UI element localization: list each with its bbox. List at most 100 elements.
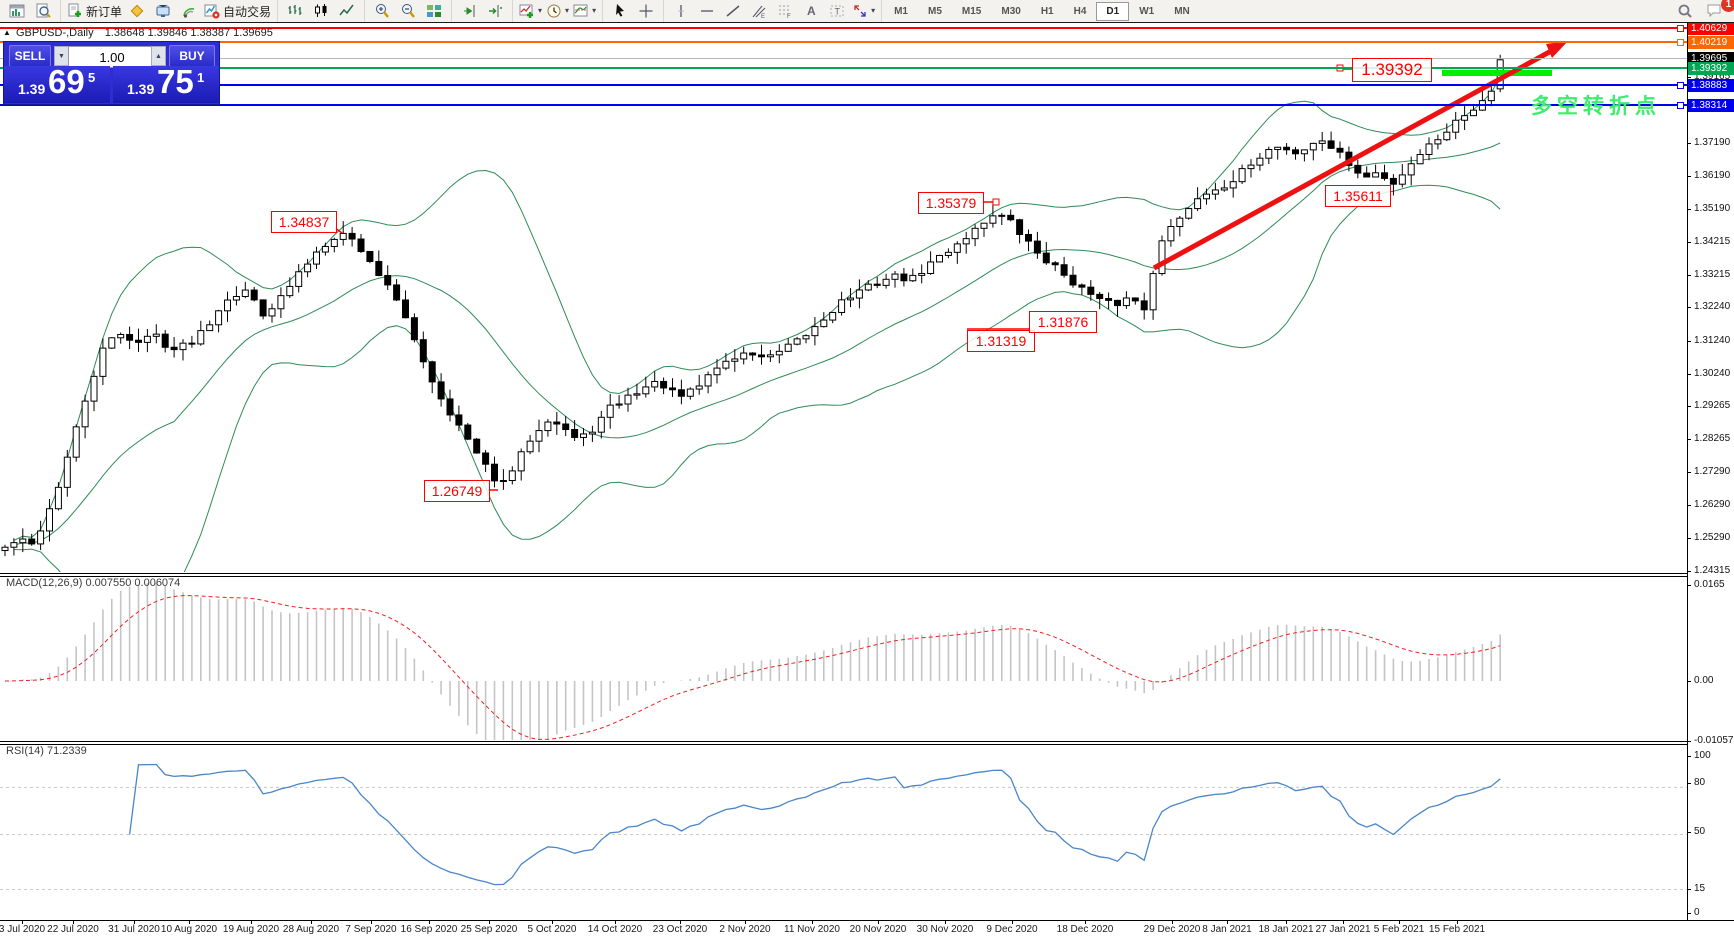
rsi-tick-label: 0: [1694, 907, 1700, 918]
date-tick: [1457, 921, 1458, 924]
signals-icon[interactable]: [176, 1, 202, 21]
templates-icon[interactable]: ▾: [571, 1, 598, 21]
date-tick: [680, 921, 681, 924]
volume-increase-button[interactable]: ▲: [151, 46, 166, 66]
price-annotation-1.35379[interactable]: 1.35379: [918, 192, 984, 214]
chart-plot[interactable]: [0, 23, 1734, 936]
time-axis[interactable]: 3 Jul 2020 22 Jul 2020 31 Jul 2020 10 Aug 2…: [0, 921, 1734, 936]
sell-button[interactable]: SELL: [9, 45, 51, 67]
chart-shift-icon[interactable]: [482, 1, 508, 21]
date-label: 15 Feb 2021: [1428, 924, 1486, 935]
line-chart-type-icon[interactable]: [334, 1, 360, 21]
price-line-1.39695[interactable]: [0, 58, 1687, 59]
chart-ohlc-values: 1.38648 1.39846 1.38387 1.39695: [104, 27, 273, 39]
price-tick-label: 1.33215: [1694, 269, 1731, 280]
price-line-1.40629[interactable]: [0, 27, 1687, 29]
search-icon[interactable]: [1672, 1, 1698, 21]
timeframe-h1[interactable]: H1: [1040, 5, 1054, 17]
zoom-out-icon[interactable]: [395, 1, 421, 21]
timeframe-h4[interactable]: H4: [1073, 5, 1087, 17]
sell-price-display[interactable]: 1.39 69 5: [4, 63, 110, 103]
metaquotes-icon[interactable]: [124, 1, 150, 21]
chart-window-icon[interactable]: [4, 1, 30, 21]
buy-price-display[interactable]: 1.39 75 1: [113, 63, 219, 103]
axis-tick: [1687, 889, 1691, 890]
collapse-panel-icon[interactable]: ▲: [3, 28, 11, 37]
tile-windows-icon[interactable]: [421, 1, 447, 21]
date-tick: [311, 921, 312, 924]
price-annotation-1.31319[interactable]: 1.31319: [967, 330, 1035, 352]
rsi-separator[interactable]: [0, 741, 1687, 742]
price-annotation-1.26749[interactable]: 1.26749: [424, 480, 490, 502]
buy-price-sup: 1: [197, 70, 205, 85]
line-anchor-square[interactable]: [1677, 82, 1684, 89]
autotrading-button[interactable]: 自动交易: [202, 1, 273, 21]
notifications-icon[interactable]: 1: [1702, 0, 1734, 21]
trendline-icon[interactable]: [720, 1, 746, 21]
line-anchor-square[interactable]: [1677, 25, 1684, 32]
price-annotation-1.34837[interactable]: 1.34837: [271, 211, 337, 233]
annotation-anchor-square: [992, 198, 1000, 206]
date-label: 18 Jan 2021: [1258, 924, 1314, 935]
line-anchor-square[interactable]: [1677, 102, 1684, 109]
price-line-1.40219[interactable]: [0, 41, 1687, 43]
timeframe-w1[interactable]: W1: [1139, 5, 1155, 17]
price-tick-label: 1.36190: [1694, 170, 1731, 181]
axis-tick: [1687, 77, 1691, 78]
timeframe-m15[interactable]: M15: [961, 5, 982, 17]
date-tick: [945, 921, 946, 924]
auto-scroll-icon[interactable]: [456, 1, 482, 21]
timeframe-m30[interactable]: M30: [1001, 5, 1021, 17]
macd-separator[interactable]: [0, 573, 1687, 574]
crosshair-icon[interactable]: [633, 1, 659, 21]
text-icon[interactable]: A: [798, 1, 824, 21]
arrows-icon[interactable]: ▾: [850, 1, 877, 21]
price-line-1.39392[interactable]: [0, 67, 1687, 69]
line-anchor-square[interactable]: [1677, 39, 1684, 46]
trend-arrow-line[interactable]: [1152, 47, 1555, 271]
new-order-button[interactable]: 新订单: [65, 1, 124, 21]
date-tick: [429, 921, 430, 924]
date-label: 11 Nov 2020: [784, 924, 840, 935]
price-annotation-1.35611[interactable]: 1.35611: [1325, 185, 1391, 207]
rsi-tick-label: 100: [1694, 750, 1711, 761]
data-window-icon[interactable]: [30, 1, 56, 21]
timeframe-m5[interactable]: M5: [928, 5, 942, 17]
bar-chart-type-icon[interactable]: [282, 1, 308, 21]
periods-icon[interactable]: ▾: [544, 1, 571, 21]
price-line-1.38314[interactable]: [0, 104, 1687, 106]
volume-input[interactable]: [68, 46, 156, 68]
candlestick-chart-type-icon[interactable]: [308, 1, 334, 21]
price-tick-label: 1.27290: [1694, 466, 1731, 477]
price-tick-label: 1.26290: [1694, 499, 1731, 510]
timeframe-mn[interactable]: MN: [1174, 5, 1190, 17]
price-annotation-1.31876[interactable]: 1.31876: [1029, 311, 1097, 333]
toolbar-group: E F A T ▾: [664, 0, 883, 22]
svg-text:T: T: [835, 7, 841, 17]
vertical-line-icon[interactable]: [668, 1, 694, 21]
date-label: 5 Feb 2021: [1373, 924, 1425, 935]
toolbar-group: ▾ ▾ ▾: [513, 0, 604, 22]
fibonacci-icon[interactable]: F: [772, 1, 798, 21]
timeframe-d1[interactable]: D1: [1096, 1, 1130, 21]
date-tick: [1085, 921, 1086, 924]
macd-label: MACD(12,26,9) 0.007550 0.006074: [6, 577, 181, 589]
date-tick: [878, 921, 879, 924]
zoom-in-icon[interactable]: [369, 1, 395, 21]
metaeditor-icon[interactable]: [150, 1, 176, 21]
axis-tick: [1687, 341, 1691, 342]
buy-button[interactable]: BUY: [169, 45, 215, 67]
text-label-icon[interactable]: T: [824, 1, 850, 21]
price-annotation-1.39392[interactable]: 1.39392: [1352, 58, 1432, 82]
cursor-icon[interactable]: [607, 1, 633, 21]
price-line-1.38883[interactable]: [0, 84, 1687, 86]
date-tick: [1012, 921, 1013, 924]
timeframe-m1[interactable]: M1: [894, 5, 908, 17]
equidistant-channel-icon[interactable]: E: [746, 1, 772, 21]
indicators-icon[interactable]: ▾: [517, 1, 544, 21]
chart-window[interactable]: 1.24315 1.25290 1.26290 1.27290 1.28265 1.292…: [0, 22, 1734, 936]
axis-tick: [1687, 472, 1691, 473]
support-highlight-bar[interactable]: [1442, 70, 1552, 76]
date-label: 23 Oct 2020: [652, 924, 708, 935]
horizontal-line-icon[interactable]: [694, 1, 720, 21]
